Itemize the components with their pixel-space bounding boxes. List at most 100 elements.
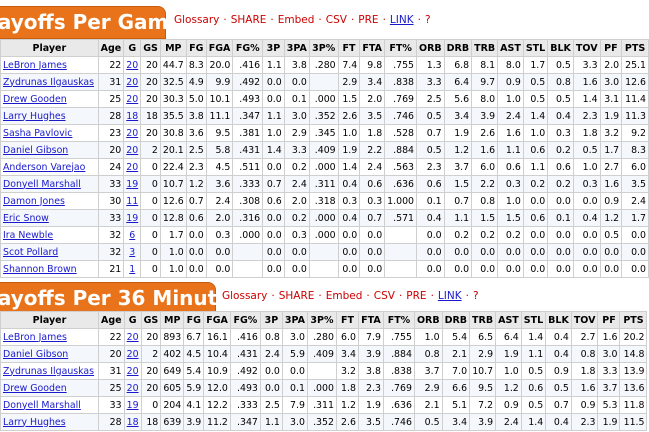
column-header-fga[interactable]: FGA [203, 311, 231, 329]
column-header-gs[interactable]: GS [140, 311, 162, 329]
column-header-player[interactable]: Player [0, 39, 99, 57]
column-header-3pa[interactable]: 3PA [281, 311, 308, 329]
column-header-ft-pct[interactable]: FT% [382, 311, 415, 329]
games-link[interactable]: 20 [126, 93, 139, 105]
column-header-ast[interactable]: AST [495, 311, 522, 329]
games-link[interactable]: 20 [126, 348, 139, 360]
player-link[interactable]: Eric Snow [3, 212, 49, 224]
column-header-3p[interactable]: 3P [259, 311, 283, 329]
player-link[interactable]: Donyell Marshall [3, 399, 81, 411]
column-header-tov[interactable]: TOV [572, 39, 601, 57]
player-link[interactable]: Ira Newble [3, 229, 54, 241]
player-link[interactable]: Shannon Brown [3, 263, 77, 275]
column-header-drb[interactable]: DRB [443, 39, 473, 57]
games-link[interactable]: 20 [126, 59, 139, 71]
per-36-csv-link[interactable]: CSV [373, 290, 395, 302]
games-link[interactable]: 20 [126, 365, 139, 377]
column-header-g[interactable]: G [123, 39, 142, 57]
player-link[interactable]: Drew Gooden [3, 93, 67, 105]
player-link[interactable]: Sasha Pavlovic [3, 127, 73, 139]
games-link[interactable]: 11 [126, 195, 139, 207]
per-36-share-link[interactable]: SHARE [278, 290, 315, 302]
per-game--link[interactable]: ? [424, 14, 431, 26]
column-header-fg-pct[interactable]: FG% [229, 311, 261, 329]
stat-cell: .746 [382, 413, 415, 431]
player-link[interactable]: Zydrunas Ilgauskas [3, 76, 95, 88]
column-header-drb[interactable]: DRB [441, 311, 471, 329]
column-header-orb[interactable]: ORB [413, 311, 443, 329]
per-36--link[interactable]: ? [472, 290, 479, 302]
column-header-3p[interactable]: 3P [262, 39, 285, 57]
per-game-csv-link[interactable]: CSV [325, 14, 347, 26]
column-header-pts[interactable]: PTS [619, 311, 648, 329]
per-game-pre-link[interactable]: PRE [358, 14, 379, 26]
player-link[interactable]: Larry Hughes [3, 110, 66, 122]
column-header-age[interactable]: Age [98, 311, 125, 329]
column-header-ft[interactable]: FT [337, 39, 361, 57]
column-header-mp[interactable]: MP [159, 39, 187, 57]
column-header-age[interactable]: Age [97, 39, 125, 57]
games-link[interactable]: 3 [129, 246, 136, 258]
column-header-fta[interactable]: FTA [359, 39, 386, 57]
games-link[interactable]: 20 [126, 76, 139, 88]
column-header-player[interactable]: Player [0, 311, 99, 329]
column-header-3pa[interactable]: 3PA [283, 39, 310, 57]
column-header-fga[interactable]: FGA [205, 39, 234, 57]
player-link[interactable]: Donyell Marshall [3, 178, 81, 190]
player-link[interactable]: Daniel Gibson [3, 348, 69, 360]
column-header-ft[interactable]: FT [335, 311, 359, 329]
column-header-fg-pct[interactable]: FG% [232, 39, 264, 57]
games-link[interactable]: 20 [126, 161, 139, 173]
stat-cell: 11.8 [619, 396, 648, 414]
column-header-trb[interactable]: TRB [469, 311, 497, 329]
per-36-glossary-link[interactable]: Glossary [222, 290, 268, 302]
column-header-fg[interactable]: FG [185, 39, 207, 57]
per-game-link-link[interactable]: LINK [389, 14, 414, 26]
column-header-pts[interactable]: PTS [621, 39, 649, 57]
games-link[interactable]: 19 [126, 212, 139, 224]
column-header-ast[interactable]: AST [497, 39, 524, 57]
player-link[interactable]: Daniel Gibson [3, 144, 69, 156]
column-header-3p-pct[interactable]: 3P% [306, 311, 337, 329]
player-link[interactable]: Drew Gooden [3, 382, 67, 394]
column-header-fta[interactable]: FTA [357, 311, 384, 329]
column-header-g[interactable]: G [123, 311, 142, 329]
column-header-3p-pct[interactable]: 3P% [308, 39, 339, 57]
games-link[interactable]: 18 [126, 110, 139, 122]
player-link[interactable]: Larry Hughes [3, 416, 66, 428]
games-link[interactable]: 18 [126, 416, 139, 428]
games-link[interactable]: 6 [129, 229, 136, 241]
player-link[interactable]: Scot Pollard [3, 246, 59, 258]
games-link[interactable]: 20 [126, 144, 139, 156]
column-header-ft-pct[interactable]: FT% [384, 39, 418, 57]
column-header-blk[interactable]: BLK [545, 311, 572, 329]
games-link[interactable]: 19 [126, 399, 139, 411]
per-game-embed-link[interactable]: Embed [277, 14, 315, 26]
player-link[interactable]: Zydrunas Ilgauskas [3, 365, 95, 377]
column-header-mp[interactable]: MP [160, 311, 185, 329]
column-header-stl[interactable]: STL [522, 39, 549, 57]
per-game-glossary-link[interactable]: Glossary [174, 14, 220, 26]
per-game-share-link[interactable]: SHARE [230, 14, 267, 26]
per-36-pre-link[interactable]: PRE [406, 290, 427, 302]
column-header-fg[interactable]: FG [183, 311, 205, 329]
games-link[interactable]: 20 [126, 382, 139, 394]
column-header-pf[interactable]: PF [597, 311, 621, 329]
games-link[interactable]: 20 [126, 127, 139, 139]
column-header-blk[interactable]: BLK [547, 39, 574, 57]
player-link[interactable]: Damon Jones [3, 195, 65, 207]
player-link[interactable]: Anderson Varejao [3, 161, 86, 173]
per-36-embed-link[interactable]: Embed [325, 290, 363, 302]
player-link[interactable]: LeBron James [3, 59, 67, 71]
column-header-tov[interactable]: TOV [570, 311, 599, 329]
column-header-stl[interactable]: STL [520, 311, 547, 329]
column-header-gs[interactable]: GS [140, 39, 161, 57]
games-link[interactable]: 20 [126, 331, 139, 343]
player-link[interactable]: LeBron James [3, 331, 67, 343]
per-36-link-link[interactable]: LINK [437, 290, 462, 302]
column-header-pf[interactable]: PF [599, 39, 623, 57]
games-link[interactable]: 1 [129, 263, 136, 275]
column-header-orb[interactable]: ORB [416, 39, 445, 57]
games-link[interactable]: 19 [126, 178, 139, 190]
column-header-trb[interactable]: TRB [471, 39, 499, 57]
